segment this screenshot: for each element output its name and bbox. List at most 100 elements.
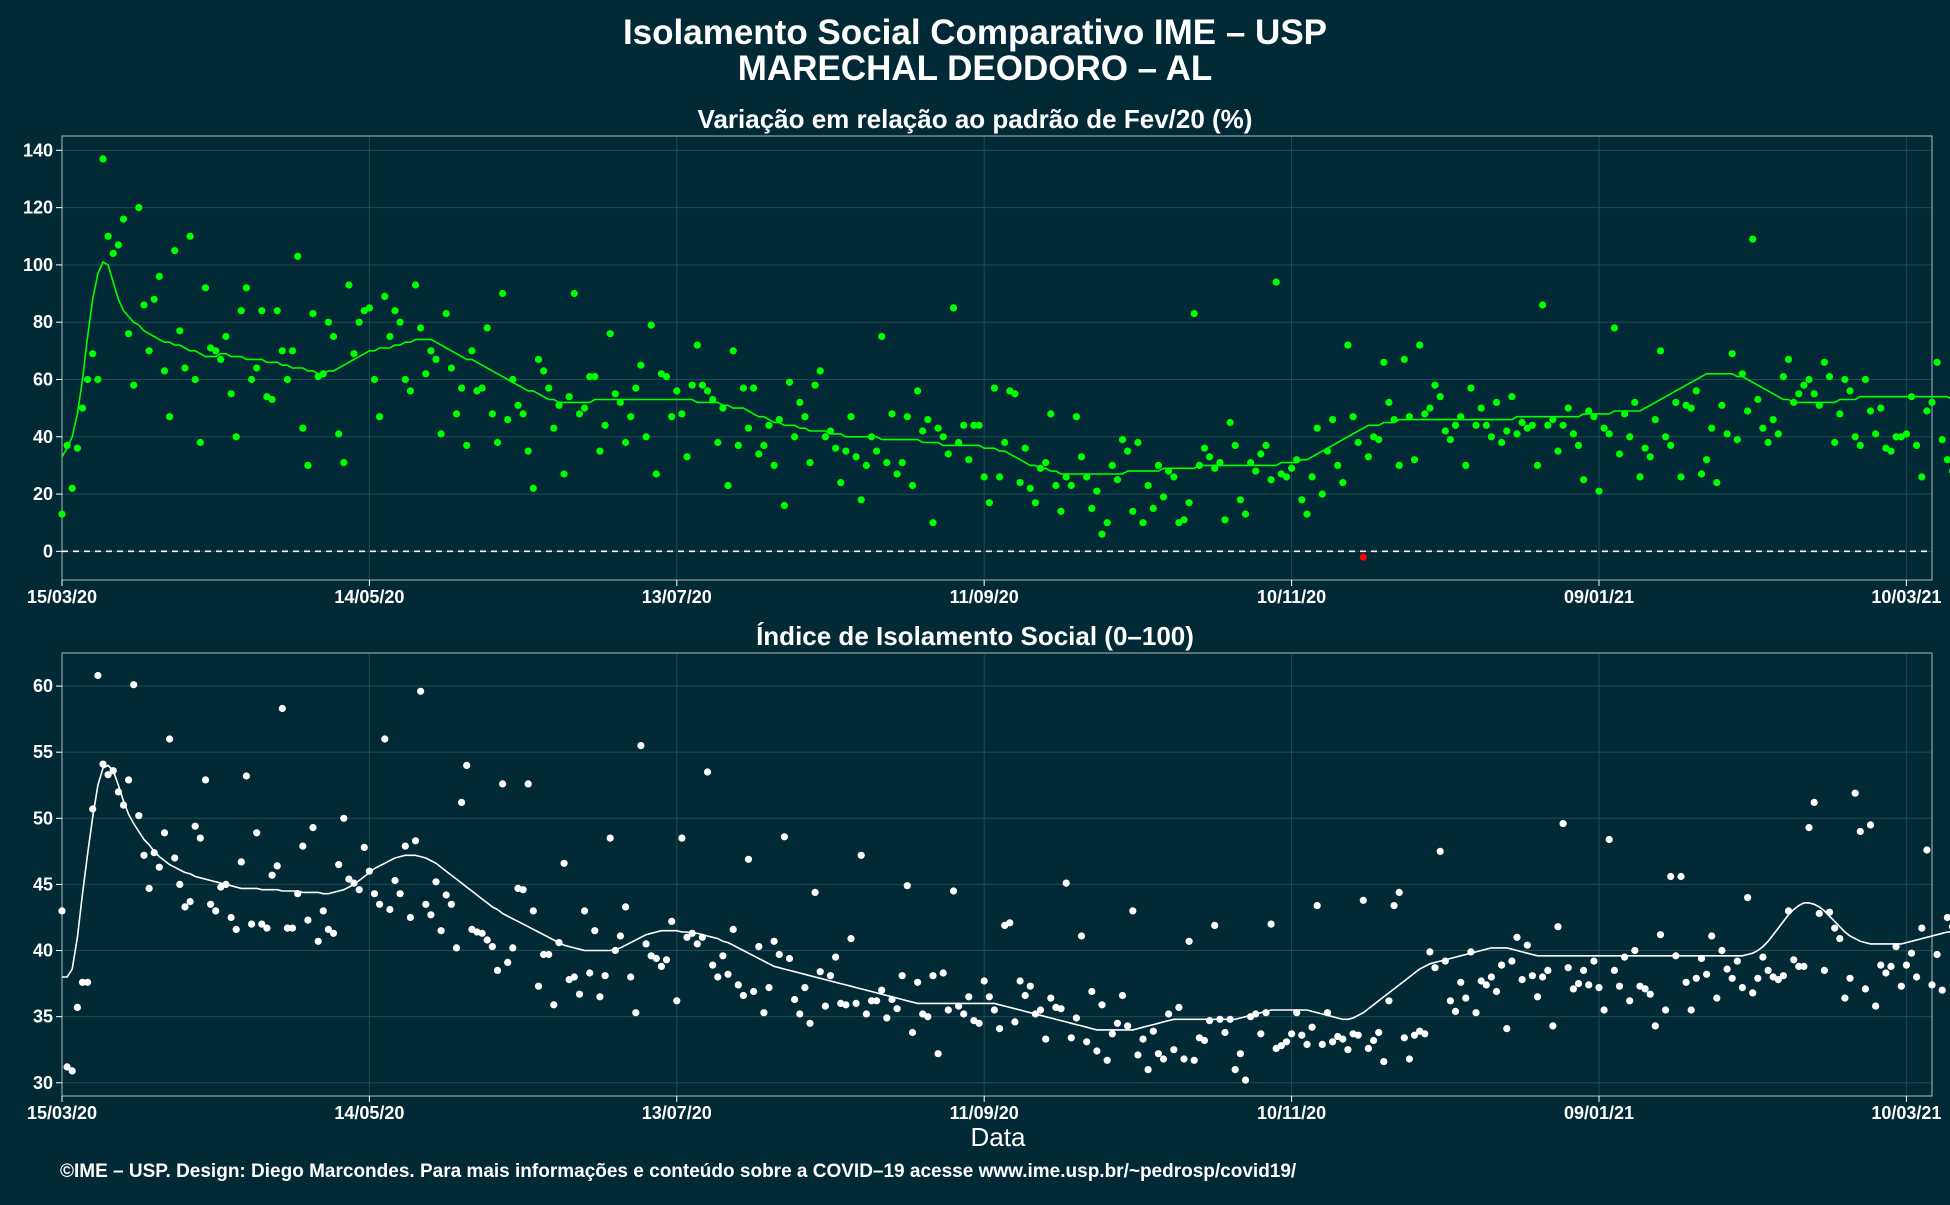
data-point: [744, 424, 753, 432]
x-tick-label: 15/03/20: [27, 1103, 97, 1123]
y-tick-label: 55: [33, 742, 53, 762]
data-point: [1303, 1040, 1311, 1048]
data-point: [1569, 985, 1577, 993]
data-point: [642, 940, 650, 948]
data-point: [1646, 990, 1654, 998]
data-point: [1083, 1038, 1091, 1046]
data-point: [1539, 973, 1547, 981]
data-point: [1231, 441, 1239, 449]
data-point: [939, 969, 947, 977]
data-point: [1887, 962, 1895, 971]
data-point: [529, 907, 537, 915]
data-point: [1513, 430, 1521, 438]
data-point: [1006, 919, 1014, 927]
data-point: [1631, 398, 1639, 406]
data-point: [1564, 964, 1572, 972]
x-tick-label: 10/03/21: [1871, 587, 1941, 607]
data-point: [1487, 433, 1495, 441]
data-point: [135, 204, 143, 212]
data-point: [1354, 1031, 1362, 1039]
data-point: [283, 375, 291, 384]
data-point: [350, 879, 358, 887]
data-point: [1405, 413, 1413, 421]
data-point: [1759, 953, 1767, 961]
data-point: [1252, 1010, 1260, 1018]
data-point: [1462, 994, 1470, 1002]
data-point: [299, 842, 307, 850]
data-point: [1590, 413, 1598, 421]
data-point: [355, 318, 363, 326]
data-point: [1656, 347, 1665, 355]
data-point: [1851, 433, 1859, 441]
data-point: [1595, 984, 1603, 992]
data-point: [1513, 933, 1521, 941]
y-tick-label: 50: [33, 808, 53, 828]
data-point: [1718, 401, 1726, 409]
data-point: [627, 973, 635, 981]
data-point: [1728, 974, 1736, 982]
data-point: [1016, 479, 1024, 487]
data-point: [1241, 1076, 1250, 1084]
data-point: [196, 438, 204, 447]
data-point: [1359, 896, 1367, 904]
data-point: [1344, 341, 1352, 349]
data-point: [1508, 393, 1516, 401]
data-point: [1749, 989, 1757, 997]
data-point: [1375, 1028, 1383, 1037]
data-point: [1518, 976, 1526, 984]
data-point: [1595, 487, 1603, 495]
data-point: [1723, 965, 1731, 973]
x-tick-label: 14/05/20: [334, 1103, 404, 1123]
data-point: [1134, 438, 1142, 447]
data-point: [1687, 404, 1695, 412]
data-point: [1580, 476, 1588, 484]
data-point: [1861, 985, 1869, 993]
data-point: [693, 940, 701, 948]
data-point: [570, 289, 578, 298]
data-point: [1774, 976, 1782, 984]
data-point: [288, 347, 297, 355]
data-point: [176, 880, 184, 889]
data-point: [1856, 441, 1864, 449]
data-point: [1262, 1009, 1270, 1017]
data-point: [560, 470, 568, 478]
data-point: [1590, 957, 1598, 965]
data-point: [529, 484, 537, 492]
data-point: [847, 413, 855, 421]
data-point: [1206, 453, 1214, 461]
y-tick-label: 20: [33, 484, 53, 504]
data-point: [996, 473, 1004, 481]
data-point: [729, 347, 737, 355]
data-point: [422, 370, 430, 378]
data-point: [1118, 436, 1127, 444]
data-point: [1708, 424, 1716, 432]
data-point: [780, 501, 789, 510]
data-point: [1580, 966, 1588, 975]
data-point: [329, 929, 338, 937]
data-point: [775, 416, 783, 424]
data-point: [1836, 410, 1844, 418]
data-point: [1021, 444, 1029, 452]
data-point: [345, 875, 353, 883]
data-point: [714, 438, 722, 447]
data-point: [1667, 872, 1675, 881]
data-point: [949, 304, 958, 312]
data-point: [452, 944, 461, 952]
data-point: [396, 318, 404, 326]
data-point: [1298, 496, 1306, 504]
data-point: [647, 321, 655, 329]
data-point: [821, 433, 830, 441]
data-point: [1446, 436, 1454, 444]
data-point: [1897, 982, 1905, 990]
data-point: [432, 355, 440, 363]
data-point: [1764, 966, 1772, 975]
y-tick-label: 60: [33, 676, 53, 696]
data-point: [791, 433, 799, 441]
y-tick-label: 40: [33, 427, 53, 447]
data-point: [540, 367, 548, 375]
data-point: [1692, 387, 1700, 395]
data-point: [1882, 969, 1890, 977]
data-point: [1395, 888, 1403, 897]
data-point: [278, 704, 286, 713]
data-point: [837, 479, 845, 487]
